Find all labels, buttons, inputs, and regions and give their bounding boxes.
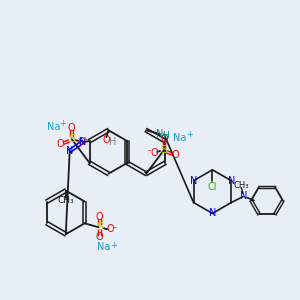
Text: H: H — [163, 130, 169, 140]
Text: CH₃: CH₃ — [58, 196, 74, 205]
Text: N: N — [66, 146, 74, 156]
Text: -: - — [85, 136, 88, 145]
Text: O: O — [78, 137, 86, 147]
Text: +: + — [59, 119, 66, 128]
Text: CH₃: CH₃ — [233, 181, 249, 190]
Text: N: N — [241, 190, 248, 201]
Text: Cl: Cl — [208, 182, 217, 192]
Text: O: O — [160, 134, 168, 144]
Text: N: N — [156, 129, 164, 139]
Text: +: + — [186, 130, 193, 139]
Text: S: S — [96, 222, 103, 232]
Text: m: m — [242, 184, 244, 185]
Text: O: O — [171, 150, 179, 160]
Text: O: O — [106, 224, 114, 234]
Text: -: - — [114, 223, 117, 232]
Text: O: O — [96, 212, 103, 222]
Text: N: N — [228, 176, 235, 186]
Text: O: O — [57, 139, 64, 149]
Text: N: N — [209, 208, 216, 218]
Text: N: N — [79, 137, 86, 147]
Text: S: S — [160, 145, 167, 155]
Text: O: O — [96, 232, 103, 242]
Text: S: S — [68, 134, 75, 144]
Text: -: - — [148, 146, 151, 155]
Text: +: + — [110, 241, 117, 250]
Text: O: O — [150, 148, 158, 158]
Text: O: O — [103, 135, 110, 145]
Text: N: N — [190, 176, 197, 186]
Text: Na: Na — [173, 133, 187, 143]
Text: O: O — [68, 123, 76, 133]
Text: H: H — [109, 137, 116, 147]
Text: Na: Na — [97, 242, 110, 252]
Text: Na: Na — [47, 122, 61, 132]
